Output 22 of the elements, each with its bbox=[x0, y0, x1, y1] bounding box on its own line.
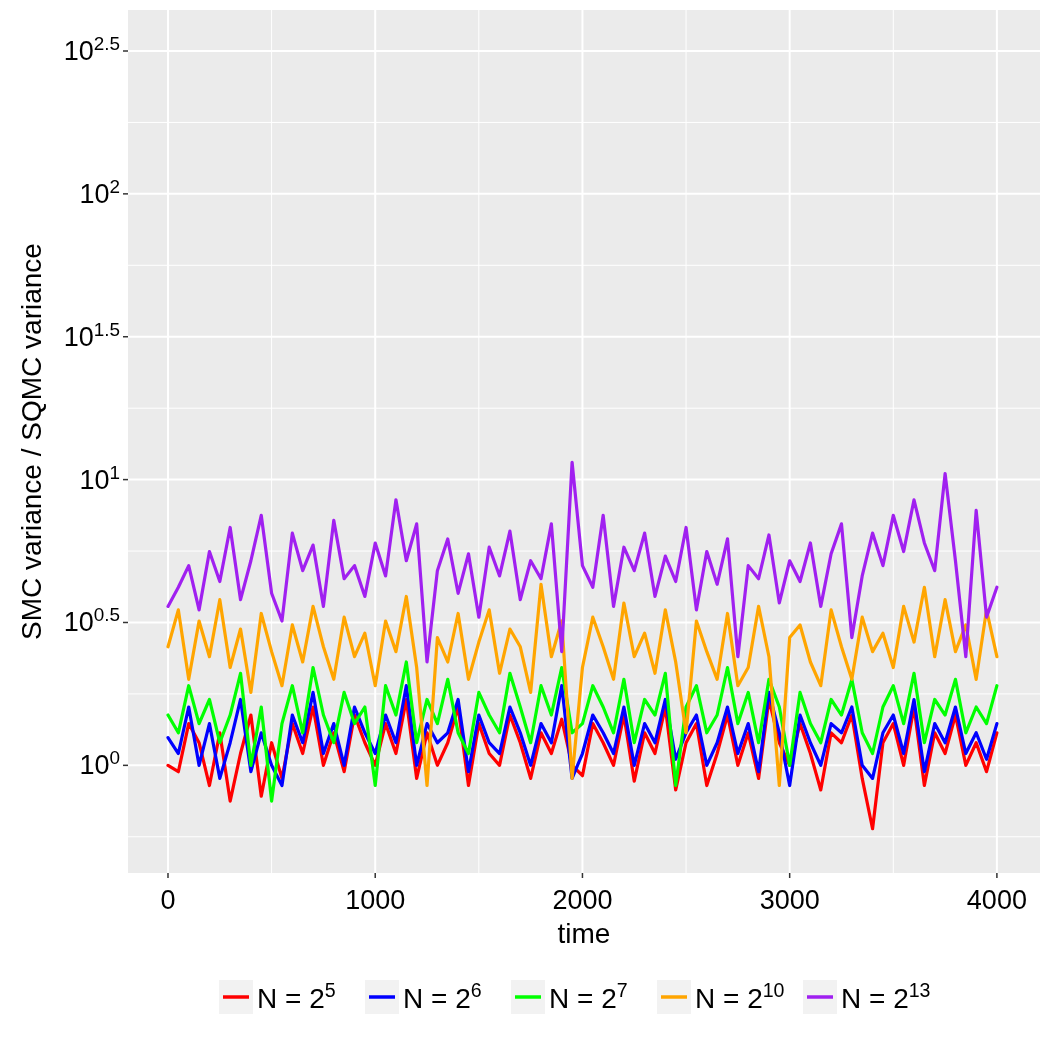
legend-label: N = 2$^{13}$ bbox=[841, 979, 931, 1014]
y-tick-label: 10$^{1.5}$ bbox=[63, 318, 120, 352]
legend-label: N = 2$^{7}$ bbox=[549, 979, 628, 1014]
legend-label: N = 2$^{6}$ bbox=[403, 979, 482, 1014]
y-tick-label: 10$^{2.5}$ bbox=[63, 32, 120, 66]
line-series bbox=[166, 582, 999, 788]
y-axis-title: SMC variance / SQMC variance bbox=[16, 243, 47, 640]
y-tick-label: 10$^{2}$ bbox=[79, 175, 120, 209]
x-tick-label: 1000 bbox=[345, 885, 406, 915]
x-axis-title: time bbox=[557, 918, 611, 949]
line-series bbox=[166, 660, 999, 803]
y-tick-label: 10$^{0.5}$ bbox=[63, 603, 120, 638]
line-series bbox=[166, 460, 999, 664]
y-tick-label: 10$^{1}$ bbox=[79, 461, 120, 495]
x-tick-label: 3000 bbox=[759, 885, 820, 915]
x-tick-label: 0 bbox=[160, 885, 176, 915]
x-tick-label: 4000 bbox=[966, 885, 1027, 915]
legend-label: N = 2$^{5}$ bbox=[257, 979, 336, 1014]
y-tick-label: 10$^{0}$ bbox=[79, 746, 120, 781]
legend-label: N = 2$^{10}$ bbox=[695, 979, 785, 1014]
line-series bbox=[166, 684, 999, 788]
x-tick-label: 2000 bbox=[552, 885, 613, 915]
